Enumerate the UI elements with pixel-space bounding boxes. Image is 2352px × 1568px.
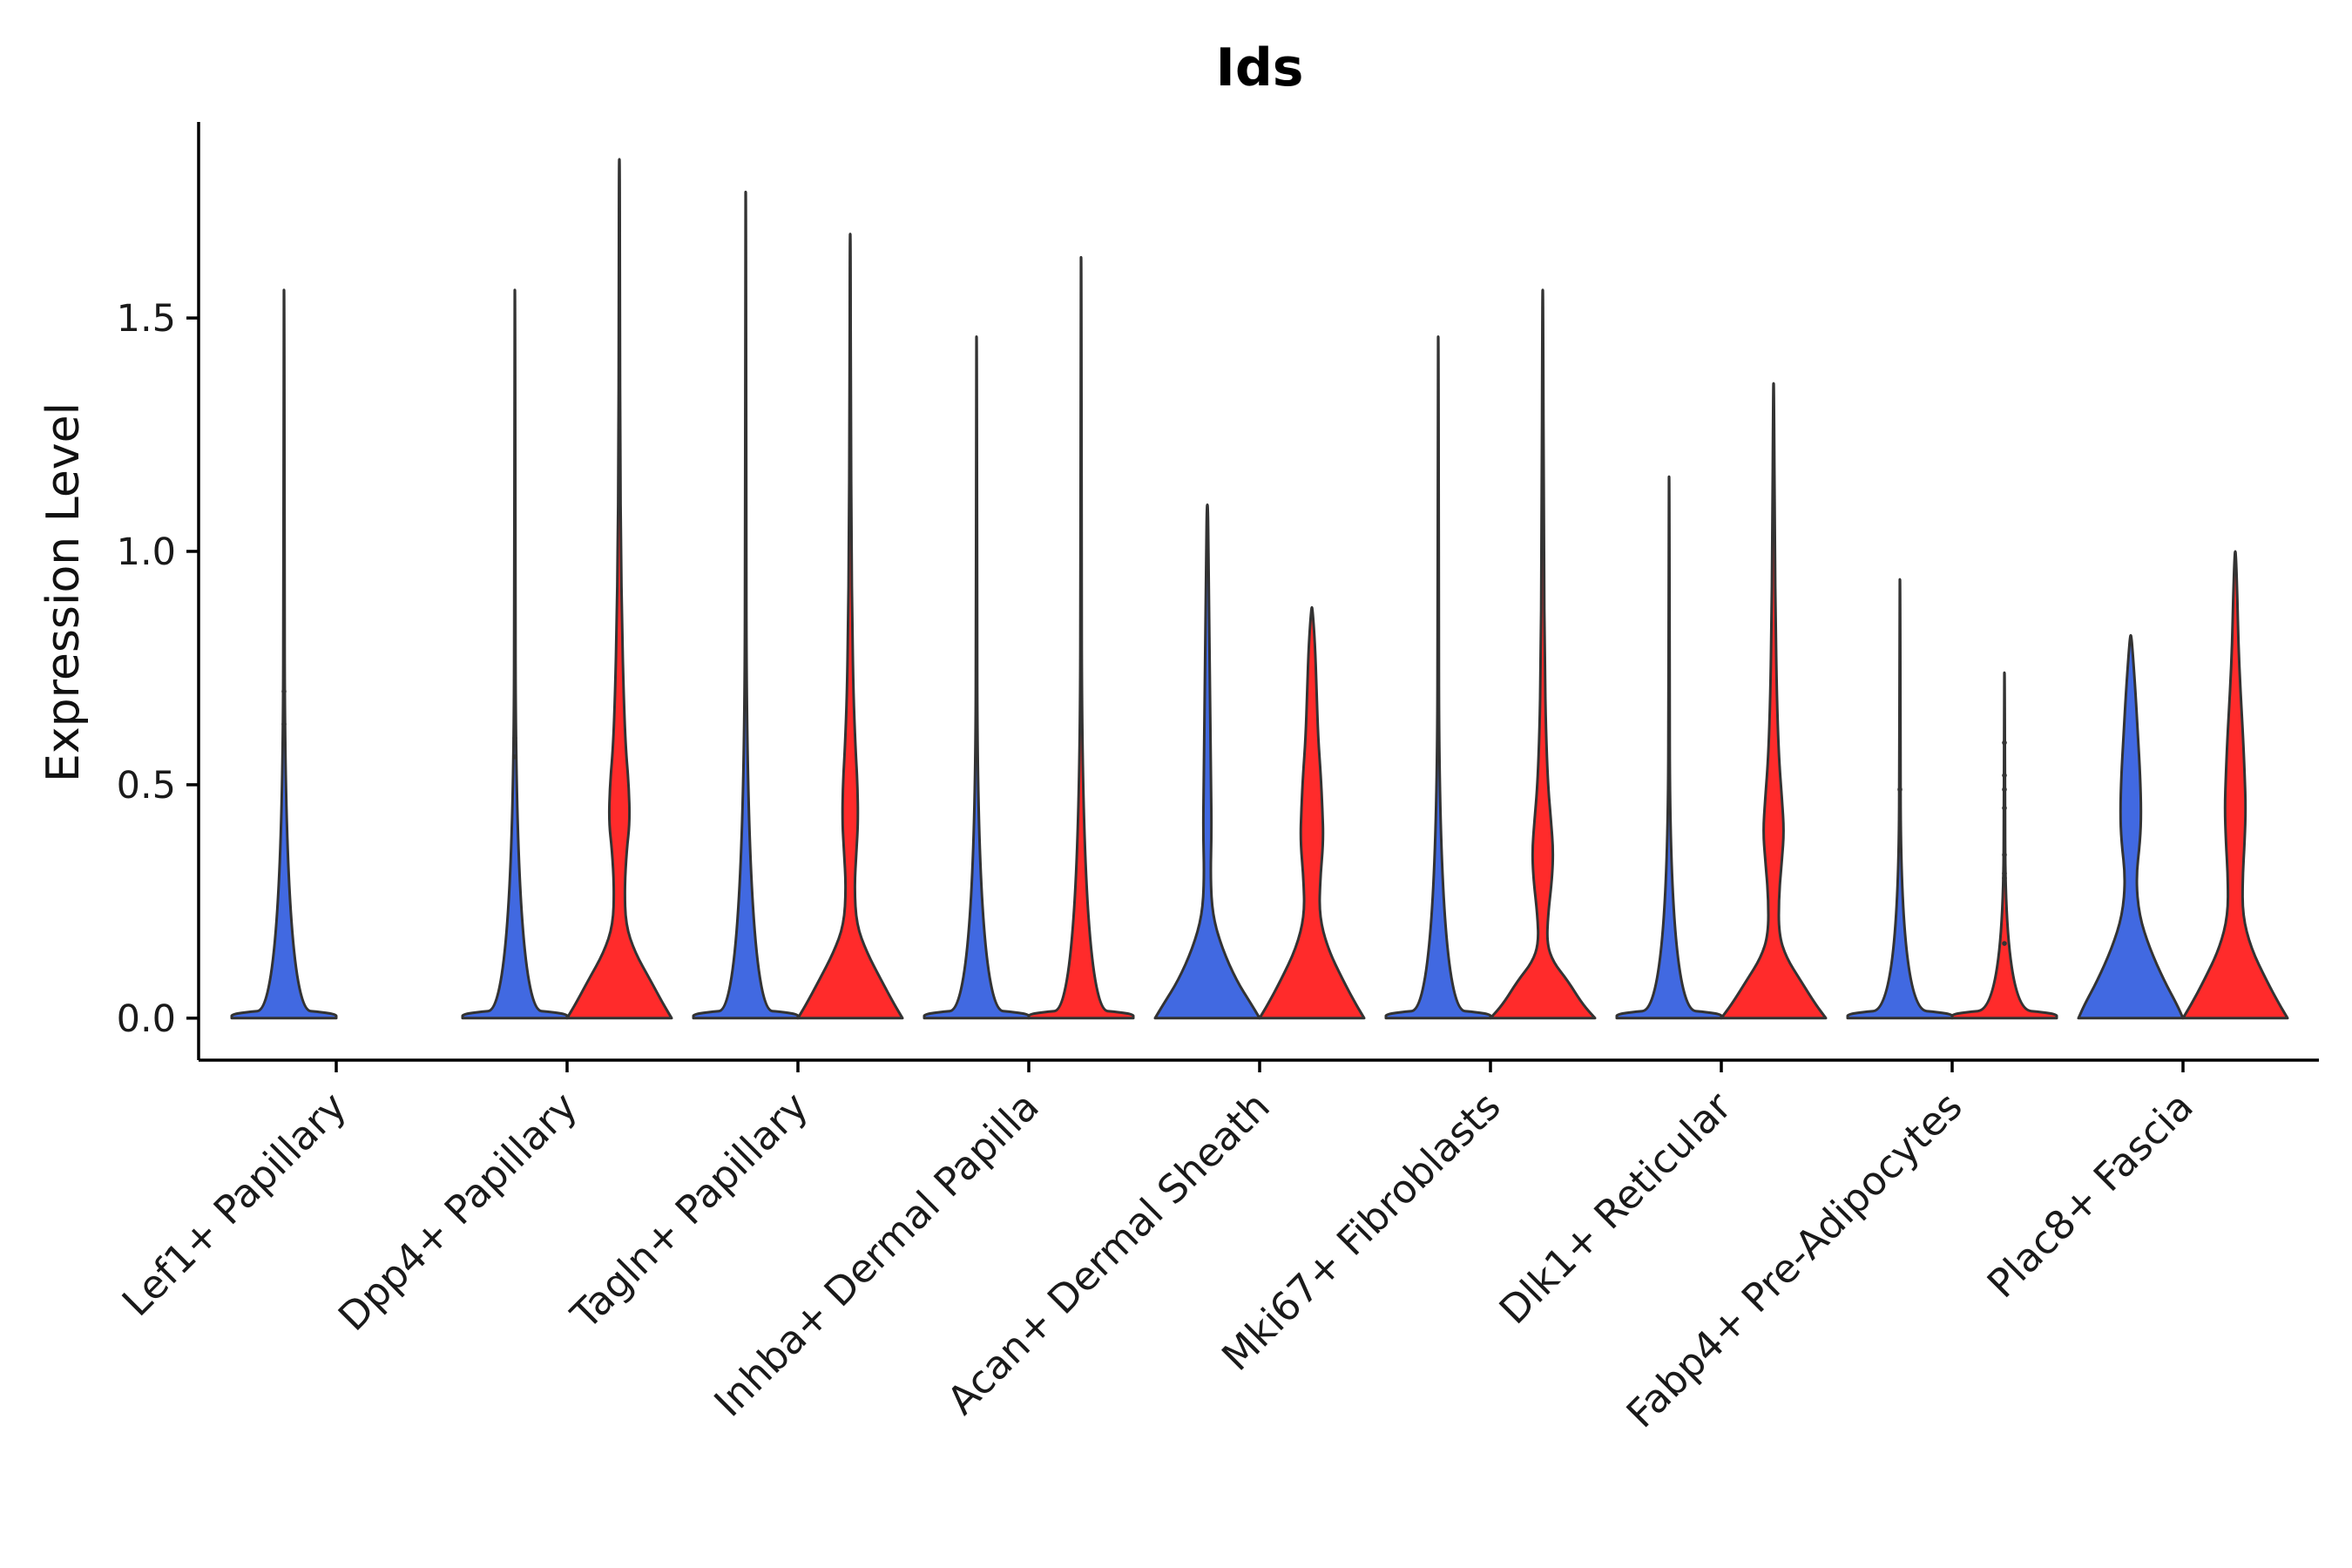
violin-body: [461, 288, 569, 1020]
violin-group-1-7: [1846, 578, 1954, 1020]
violin-point: [2002, 870, 2007, 876]
violin-group-2-2: [796, 233, 904, 1020]
violin-group-2-5: [1489, 288, 1597, 1020]
violin-group-2-4: [1258, 605, 1366, 1020]
violin-body: [1027, 255, 1135, 1020]
violin-point: [512, 735, 517, 741]
violin-body: [923, 335, 1031, 1020]
violin-group-1-5: [1384, 335, 1492, 1020]
violin-point: [2002, 852, 2007, 858]
chart-title: Ids: [1216, 37, 1304, 98]
violin-body: [1258, 605, 1366, 1020]
violin-point: [2002, 805, 2007, 811]
y-axis-title: Expression Level: [37, 402, 90, 782]
violin-group-2-8: [2181, 550, 2289, 1020]
x-category-label: Dlk1+ Reticular: [1490, 1083, 1740, 1333]
violin-group-1-6: [1615, 475, 1723, 1020]
violin-point: [281, 721, 287, 727]
violin-body: [1153, 503, 1261, 1020]
x-category-label: Tagln+ Papillary: [562, 1083, 817, 1338]
violin-body: [1846, 578, 1954, 1020]
violin-body: [2077, 633, 2185, 1020]
violin-group-2-3: [1027, 255, 1135, 1020]
y-tick-label: 0.0: [117, 997, 176, 1041]
violin-group-2-7: [1950, 671, 2058, 1020]
violin-group-1-8: [2077, 633, 2185, 1020]
violin-body: [796, 233, 904, 1020]
violin-point: [2002, 773, 2007, 778]
x-category-label: Lef1+ Papillary: [113, 1083, 355, 1325]
violin-body: [1950, 671, 2058, 1020]
violin-point: [2002, 787, 2007, 793]
violin-point: [1897, 787, 1903, 793]
violin-body: [1489, 288, 1597, 1020]
violin-group-1-1: [461, 288, 569, 1020]
violin-body: [1720, 382, 1828, 1020]
violin-body: [1384, 335, 1492, 1020]
violin-point: [281, 740, 287, 746]
violin-point: [2002, 875, 2007, 881]
violin-body: [230, 288, 338, 1020]
violin-point: [281, 688, 287, 694]
violins-layer: [230, 158, 2289, 1020]
y-tick-label: 0.5: [117, 764, 176, 808]
violin-body: [2181, 550, 2289, 1020]
violin-body: [1615, 475, 1723, 1020]
y-tick-label: 1.0: [117, 531, 176, 574]
violin-point: [2002, 740, 2007, 746]
violin-group-1-4: [1153, 503, 1261, 1020]
violin-point: [2002, 941, 2007, 946]
x-category-label: Plac8+ Fascia: [1978, 1083, 2202, 1307]
violin-body: [692, 190, 800, 1020]
violin-group-1-3: [923, 335, 1031, 1020]
violin-group-2-1: [565, 158, 673, 1020]
y-tick-label: 1.5: [117, 297, 176, 341]
y-axis: 0.0 0.5 1.0 1.5: [117, 122, 200, 1060]
violin-body: [565, 158, 673, 1020]
violin-group-1-2: [692, 190, 800, 1020]
violin-group-2-6: [1720, 382, 1828, 1020]
x-category-label: Dpp4+ Papillary: [329, 1083, 586, 1340]
violin-point: [1897, 848, 1903, 853]
violin-group-1-0: [230, 288, 338, 1020]
violin-point: [512, 754, 517, 760]
